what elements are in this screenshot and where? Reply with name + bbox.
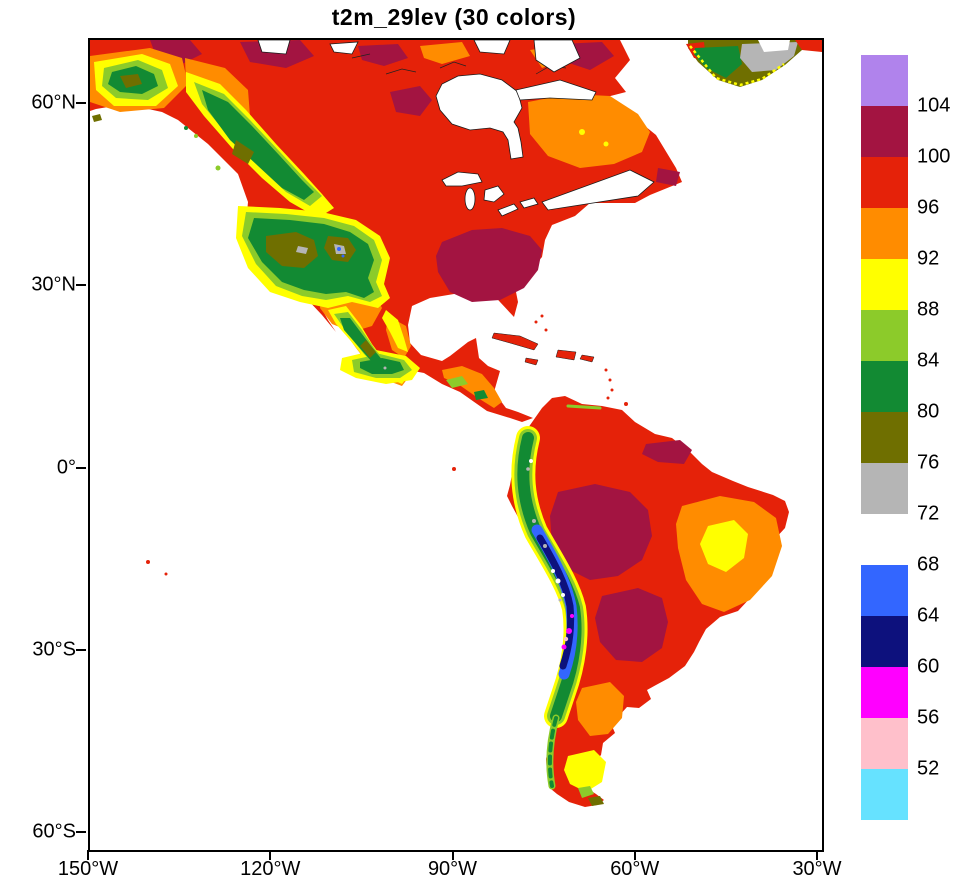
x-tick-label: 120°W: [240, 858, 301, 880]
plot-area: [88, 38, 824, 852]
y-tick-label: 60°N: [31, 91, 76, 114]
colorbar-box-maroon: [861, 106, 908, 157]
colorbar: 104 100 96 92 88 84 80 76 72 68 64 60 56 52: [861, 55, 950, 820]
colorbar-label: 72: [917, 502, 940, 525]
x-tick-mark: [269, 850, 272, 860]
y-tick-label: 0°: [56, 456, 76, 478]
colorbar-box-pink: [861, 718, 908, 769]
x-tick-mark: [87, 850, 89, 860]
andes-range: [511, 404, 602, 790]
labrador-region: [528, 94, 650, 168]
colorbar-label: 96: [917, 196, 940, 219]
north-america: [90, 40, 682, 422]
colorbar-box-violet: [861, 55, 908, 106]
hispaniola: [555, 349, 577, 361]
colorbar-box-cyan: [861, 769, 908, 820]
lake-ontario: [519, 197, 539, 209]
colorbar-box-magenta: [861, 667, 908, 718]
patagonia-region: [576, 682, 624, 736]
colorbar-box-green: [861, 361, 908, 412]
cuba: [491, 332, 539, 351]
lake-huron: [483, 185, 505, 203]
x-tick-label: 150°W: [57, 858, 119, 880]
x-tick-label: 90°W: [427, 858, 478, 880]
colorbar-label: 88: [917, 298, 940, 321]
colorbar-label: 104: [917, 94, 951, 117]
colorbar-label: 80: [917, 400, 940, 423]
x-tick-mark: [633, 850, 636, 860]
eastern-us-warm-region: [436, 228, 542, 302]
colorbar-label: 68: [917, 553, 940, 576]
y-tick-label: 30°S: [32, 638, 76, 661]
water-bodies: [257, 40, 655, 217]
y-tick-label: 60°S: [32, 820, 76, 843]
colorbar-box-red: [861, 157, 908, 208]
south-america: [507, 396, 789, 807]
colorbar-box-gray: [861, 463, 908, 514]
jamaica: [524, 357, 539, 366]
colorbar-label: 100: [917, 145, 951, 168]
amazon-warm-region: [550, 484, 652, 580]
y-tick-mark: [76, 284, 86, 287]
y-tick-mark: [76, 466, 86, 469]
chart-title: t2m_29lev (30 colors): [331, 4, 577, 30]
colorbar-label: 92: [917, 247, 940, 270]
lake-superior: [441, 171, 483, 187]
colorbar-label: 60: [917, 655, 940, 678]
x-tick-label: 60°W: [610, 858, 660, 880]
colorbar-label: 76: [917, 451, 940, 474]
y-tick-mark: [76, 648, 86, 651]
colorbar-box-olive: [861, 412, 908, 463]
terrain-detail-specks: [184, 126, 609, 400]
colorbar-box-white: [861, 514, 908, 565]
lake-erie: [497, 203, 519, 217]
caribbean-islands: [146, 314, 628, 576]
y-tick-label: 30°N: [31, 273, 76, 296]
colorbar-box-blue: [861, 565, 908, 616]
colorbar-box-yellow: [861, 259, 908, 310]
greenland-fragment: [686, 40, 822, 87]
hudson-strait: [515, 79, 597, 101]
high-terrain-olive-patches: [92, 74, 376, 358]
puerto-rico: [579, 354, 595, 363]
south-brazil-warm-region: [595, 588, 668, 662]
colorbar-label: 64: [917, 604, 940, 627]
colorbar-label: 56: [917, 706, 940, 729]
y-tick-mark: [76, 102, 86, 104]
galapagos: [452, 467, 456, 471]
x-tick-label: 30°W: [792, 858, 842, 880]
colorbar-box-orange: [861, 208, 908, 259]
y-tick-mark: [76, 831, 86, 833]
lake-michigan: [464, 187, 476, 211]
colorbar-box-navy: [861, 616, 908, 667]
hudson-bay: [435, 73, 524, 160]
gulf-of-st-lawrence: [541, 169, 655, 211]
colorbar-box-yellowgreen: [861, 310, 908, 361]
x-tick-mark: [451, 850, 454, 860]
colorbar-label: 84: [917, 349, 940, 372]
colorbar-label: 52: [917, 757, 940, 780]
x-tick-mark: [816, 850, 818, 860]
foxe-basin: [533, 40, 581, 73]
map-svg: [90, 40, 822, 807]
